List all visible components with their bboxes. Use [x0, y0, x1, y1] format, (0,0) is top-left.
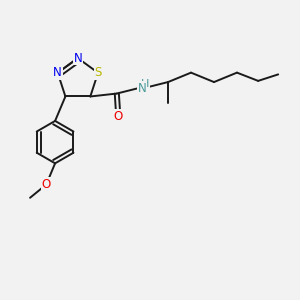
Text: N: N [74, 52, 82, 64]
Text: S: S [94, 66, 102, 79]
Text: O: O [114, 110, 123, 123]
Text: N: N [138, 82, 146, 95]
Text: O: O [42, 178, 51, 191]
Text: N: N [53, 66, 62, 79]
Text: H: H [141, 79, 149, 88]
